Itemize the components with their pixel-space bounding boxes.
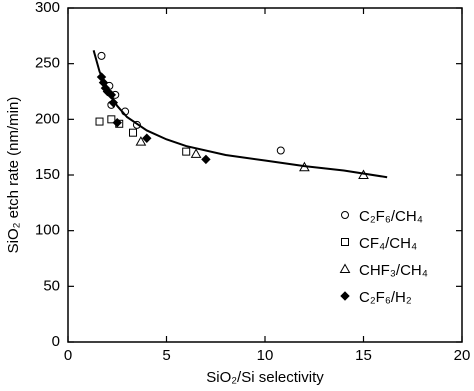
y-tick-label: 200 <box>35 110 60 127</box>
x-tick-label: 15 <box>355 347 372 364</box>
y-tick-label: 150 <box>35 166 60 183</box>
point <box>112 117 122 128</box>
point <box>107 115 116 124</box>
legend-marker <box>340 291 350 301</box>
point <box>135 136 147 146</box>
point <box>182 147 191 156</box>
legend-label: CHF₃/CH₄ <box>359 262 428 279</box>
point <box>299 161 310 172</box>
point <box>190 148 202 158</box>
legend-label: C₂F₆/H₂ <box>359 289 412 306</box>
y-tick-label: 250 <box>35 55 60 72</box>
point <box>132 120 141 129</box>
point <box>97 51 106 60</box>
x-tick-label: 10 <box>257 347 274 364</box>
x-axis-label: SiO₂/Si selectivity <box>206 369 324 386</box>
point <box>358 169 369 179</box>
legend-marker <box>339 263 351 273</box>
point <box>276 146 285 155</box>
point <box>129 128 138 137</box>
point <box>106 90 117 100</box>
legend-label: CF₄/CH₄ <box>359 235 417 252</box>
point <box>108 97 119 108</box>
legend-marker <box>341 211 349 219</box>
x-tick-label: 5 <box>162 347 170 364</box>
fit-curve <box>92 50 388 179</box>
legend-label: C₂F₆/CH₄ <box>359 208 423 225</box>
y-tick-label: 300 <box>35 0 60 16</box>
point <box>142 133 152 143</box>
y-tick-label: 100 <box>35 222 60 239</box>
point <box>121 107 130 116</box>
y-tick-label: 50 <box>43 277 60 294</box>
y-axis-label: SiO₂ etch rate (nm/min) <box>5 97 22 254</box>
point <box>201 154 211 165</box>
point <box>95 117 104 126</box>
y-tick-label: 0 <box>52 333 60 350</box>
x-tick-label: 0 <box>64 347 72 364</box>
x-tick-label: 20 <box>454 347 471 364</box>
legend-marker <box>341 238 349 246</box>
